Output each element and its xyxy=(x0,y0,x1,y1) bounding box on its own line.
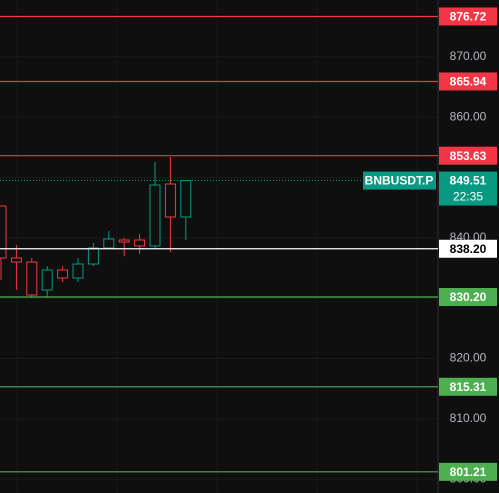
candle-body xyxy=(180,180,192,218)
level-label: 830.20 xyxy=(450,290,487,304)
candle-body xyxy=(134,239,146,247)
candle-body xyxy=(10,257,22,263)
level-label: 853.63 xyxy=(450,149,487,163)
y-tick-label: 810.00 xyxy=(450,411,487,425)
candle-body xyxy=(164,183,176,218)
symbol-tag-box xyxy=(363,171,436,190)
last-price-label: 849.51 xyxy=(450,174,487,188)
y-tick-label: 880.00 xyxy=(450,0,487,3)
candle-body xyxy=(57,269,69,279)
level-label-box xyxy=(439,462,497,481)
y-tick-label: 870.00 xyxy=(450,49,487,63)
level-label-box xyxy=(439,239,497,258)
candle-body xyxy=(26,261,38,296)
y-tick-label: 860.00 xyxy=(450,109,487,123)
last-price-box xyxy=(439,171,497,206)
level-label: 876.72 xyxy=(450,10,487,24)
candle-body xyxy=(118,239,130,243)
level-label: 801.21 xyxy=(450,465,487,479)
level-label-box xyxy=(439,288,497,307)
y-tick-label: 820.00 xyxy=(450,351,487,365)
level-label-box xyxy=(439,72,497,91)
level-label: 865.94 xyxy=(450,75,487,89)
level-label: 838.20 xyxy=(450,242,487,256)
countdown-label: 22:35 xyxy=(453,190,483,204)
symbol-tag: BNBUSDT.P xyxy=(365,174,434,188)
candle-body xyxy=(87,247,99,265)
level-label-box xyxy=(439,7,497,26)
candle-body xyxy=(41,269,53,291)
level-label-box xyxy=(439,146,497,165)
candle-body xyxy=(0,205,7,259)
level-label: 815.31 xyxy=(450,380,487,394)
candle-body xyxy=(103,238,115,249)
candle-body xyxy=(72,263,84,279)
level-label-box xyxy=(439,377,497,396)
candle-body xyxy=(149,184,161,247)
